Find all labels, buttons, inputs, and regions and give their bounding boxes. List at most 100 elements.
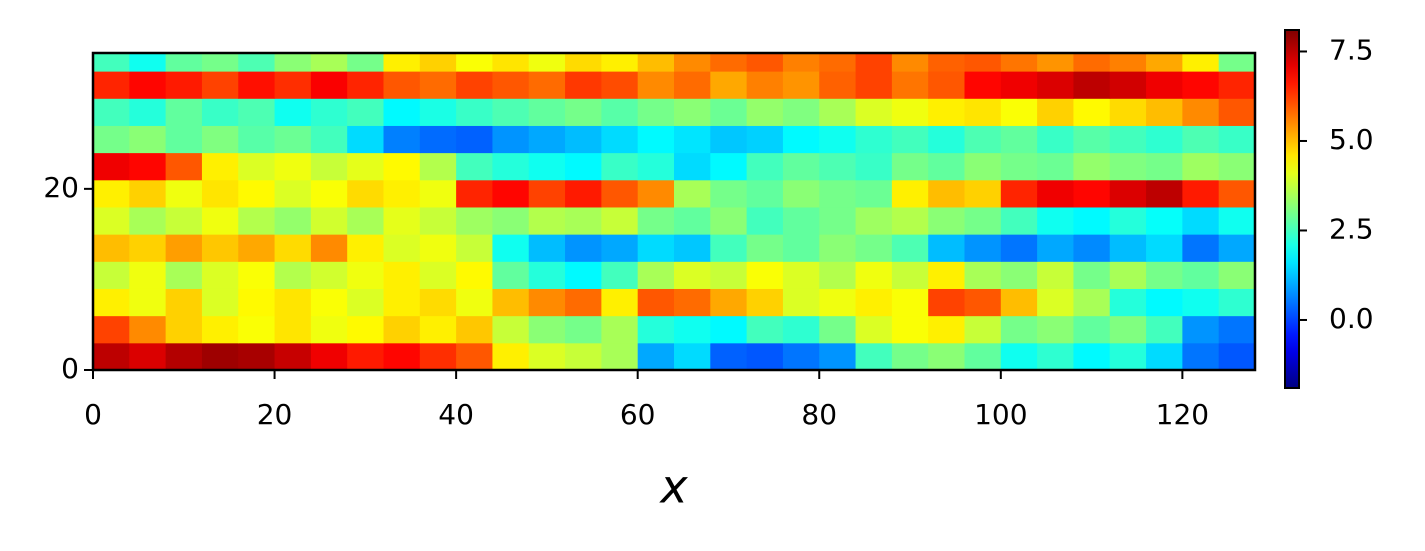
heatmap-cell	[637, 71, 675, 99]
heatmap-cell	[456, 206, 493, 235]
heatmap-cell	[710, 152, 748, 181]
heatmap-cell	[1218, 315, 1256, 344]
heatmap-cell	[964, 125, 1002, 154]
colorbar-tick-label: 0.0	[1329, 302, 1374, 335]
heatmap-cell	[928, 179, 965, 208]
heatmap-cell	[855, 125, 893, 154]
heatmap-cell	[1182, 152, 1220, 181]
heatmap-cell	[1000, 71, 1038, 99]
heatmap-cell	[347, 206, 384, 235]
heatmap-cell	[855, 179, 893, 208]
heatmap-cell	[238, 179, 276, 208]
heatmap-cell	[456, 71, 493, 99]
heatmap-cell	[201, 98, 239, 126]
heatmap-cell	[165, 288, 203, 317]
heatmap-cell	[565, 342, 602, 371]
heatmap-cell	[601, 261, 639, 289]
heatmap-cell	[528, 98, 566, 126]
heatmap-cell	[601, 152, 639, 181]
heatmap-cell	[1000, 98, 1038, 126]
heatmap-cell	[1218, 71, 1256, 99]
y-tick-label: 20	[43, 171, 79, 204]
heatmap-cell	[1182, 342, 1220, 371]
heatmap-cell	[565, 71, 602, 99]
heatmap-cell	[964, 315, 1002, 344]
heatmap-cell	[274, 342, 312, 371]
heatmap-cell	[928, 206, 965, 235]
heatmap-cell	[456, 152, 493, 181]
heatmap-cell	[238, 206, 276, 235]
heatmap-cell	[456, 125, 493, 154]
heatmap-cell	[782, 315, 820, 344]
heatmap-cell	[347, 261, 384, 289]
heatmap-cell	[274, 315, 312, 344]
heatmap-cell	[746, 288, 784, 317]
heatmap-cell	[419, 206, 457, 235]
heatmap-cell	[710, 125, 748, 154]
heatmap-cell	[710, 288, 748, 317]
heatmap-cell	[310, 152, 348, 181]
heatmap-cell	[819, 71, 857, 99]
heatmap-cell	[746, 98, 784, 126]
heatmap-cell	[129, 234, 167, 262]
heatmap-cell	[383, 234, 421, 262]
heatmap-cell	[419, 261, 457, 289]
heatmap-cell	[746, 125, 784, 154]
heatmap-cell	[637, 53, 675, 72]
heatmap-cell	[238, 53, 276, 72]
heatmap-cell	[201, 206, 239, 235]
colorbar-tick-label: 7.5	[1329, 33, 1374, 66]
heatmap-cell	[165, 342, 203, 371]
x-axis-label: x	[658, 460, 688, 514]
heatmap-cell	[637, 179, 675, 208]
heatmap-cell	[1182, 315, 1220, 344]
x-tick-label: 20	[257, 398, 293, 431]
heatmap-cell	[601, 53, 639, 72]
heatmap-cell	[891, 152, 929, 181]
heatmap-cell	[1146, 206, 1183, 235]
heatmap-cell	[565, 98, 602, 126]
plot-frame	[91, 51, 1257, 372]
heatmap-cell	[1073, 71, 1111, 99]
heatmap-cell	[347, 179, 384, 208]
heatmap-cell	[383, 179, 421, 208]
heatmap-cell	[928, 125, 965, 154]
heatmap-cell	[492, 53, 530, 72]
heatmap-cell	[855, 98, 893, 126]
x-tick-label: 120	[1156, 398, 1209, 431]
heatmap-cell	[165, 71, 203, 99]
heatmap-cell	[746, 206, 784, 235]
heatmap-cell	[201, 179, 239, 208]
heatmap-cell	[129, 288, 167, 317]
heatmap-cell	[1109, 206, 1147, 235]
heatmap-cell	[964, 342, 1002, 371]
heatmap-cell	[201, 125, 239, 154]
heatmap-cell	[601, 98, 639, 126]
heatmap-cell	[274, 152, 312, 181]
heatmap-cell	[855, 53, 893, 72]
heatmap-cell	[601, 206, 639, 235]
heatmap-cell	[129, 71, 167, 99]
heatmap-cell	[637, 288, 675, 317]
heatmap-cell	[1146, 98, 1183, 126]
heatmap-cell	[238, 152, 276, 181]
heatmap-cell	[419, 234, 457, 262]
heatmap-cell	[1109, 125, 1147, 154]
heatmap-cell	[964, 152, 1002, 181]
heatmap-cell	[782, 342, 820, 371]
heatmap-cell	[601, 315, 639, 344]
heatmap-cell	[674, 125, 711, 154]
x-tick-label: 60	[620, 398, 656, 431]
heatmap-cell	[855, 288, 893, 317]
heatmap-cell	[1218, 234, 1256, 262]
heatmap-cell	[1073, 152, 1111, 181]
heatmap-cell	[565, 179, 602, 208]
heatmap-cell	[819, 98, 857, 126]
heatmap-cell	[674, 288, 711, 317]
heatmap-cell	[492, 179, 530, 208]
heatmap-cell	[238, 288, 276, 317]
heatmap-cell	[782, 98, 820, 126]
heatmap-cell	[674, 179, 711, 208]
heatmap-cell	[674, 98, 711, 126]
heatmap-cell	[310, 315, 348, 344]
